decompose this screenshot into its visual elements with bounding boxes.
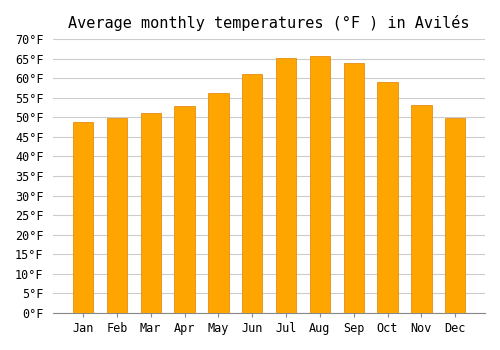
Bar [411, 105, 432, 313]
Bar [276, 58, 296, 313]
Bar [344, 63, 364, 313]
Bar [140, 113, 161, 313]
Bar [445, 118, 466, 313]
Bar [106, 118, 127, 313]
Bar [208, 93, 229, 313]
Bar [73, 122, 93, 313]
Bar [174, 106, 195, 313]
Bar [310, 56, 330, 313]
Title: Average monthly temperatures (°F ) in Avilés: Average monthly temperatures (°F ) in Av… [68, 15, 470, 31]
Bar [242, 74, 262, 313]
Bar [378, 82, 398, 313]
